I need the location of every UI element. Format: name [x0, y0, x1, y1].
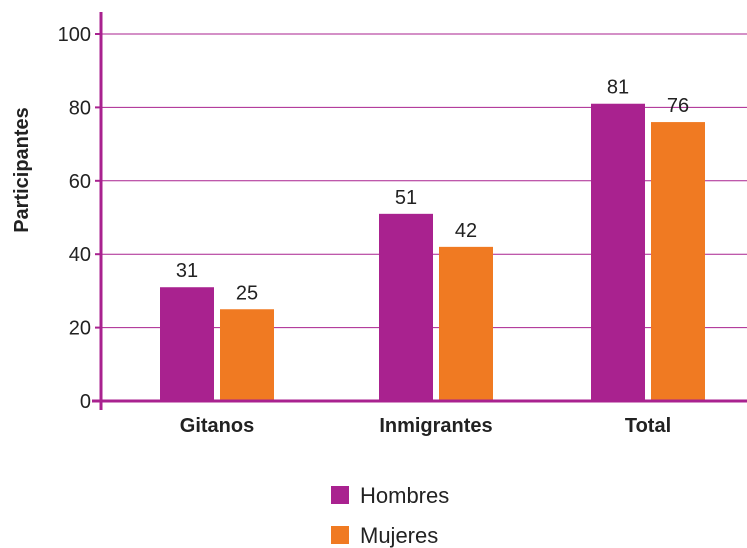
x-category-labels: Gitanos Inmigrantes Total [180, 415, 671, 437]
legend-swatch-mujeres [331, 526, 349, 544]
data-label: 76 [667, 95, 689, 117]
bars [160, 103, 705, 401]
bar-mujeres-inmigrantes [439, 246, 493, 401]
bar-hombres-inmigrantes [379, 213, 433, 401]
data-label: 51 [395, 187, 417, 209]
data-label: 25 [236, 282, 258, 304]
legend-label: Mujeres [360, 523, 438, 548]
axes [92, 12, 747, 410]
data-label: 81 [607, 77, 629, 99]
legend-swatch-hombres [331, 486, 349, 504]
bar-mujeres-gitanos [220, 309, 274, 401]
x-category-label: Total [625, 415, 671, 437]
legend-label: Hombres [360, 483, 449, 508]
bar-hombres-total [591, 103, 645, 401]
y-axis-title: Participantes [11, 107, 33, 233]
data-labels: 31 25 51 42 81 76 [176, 77, 689, 305]
bar-mujeres-total [651, 122, 705, 401]
y-tick-label: 60 [69, 171, 91, 193]
y-tick-labels: 0 20 40 60 80 100 [58, 24, 91, 413]
y-tick-label: 0 [80, 391, 91, 413]
y-tick-label: 100 [58, 24, 91, 46]
x-category-label: Gitanos [180, 415, 254, 437]
y-tick-label: 80 [69, 97, 91, 119]
y-tick-label: 40 [69, 244, 91, 266]
legend: Hombres Mujeres [331, 483, 449, 548]
data-label: 31 [176, 260, 198, 282]
data-label: 42 [455, 220, 477, 242]
bar-hombres-gitanos [160, 287, 214, 401]
x-category-label: Inmigrantes [379, 415, 492, 437]
y-tick-label: 20 [69, 318, 91, 340]
